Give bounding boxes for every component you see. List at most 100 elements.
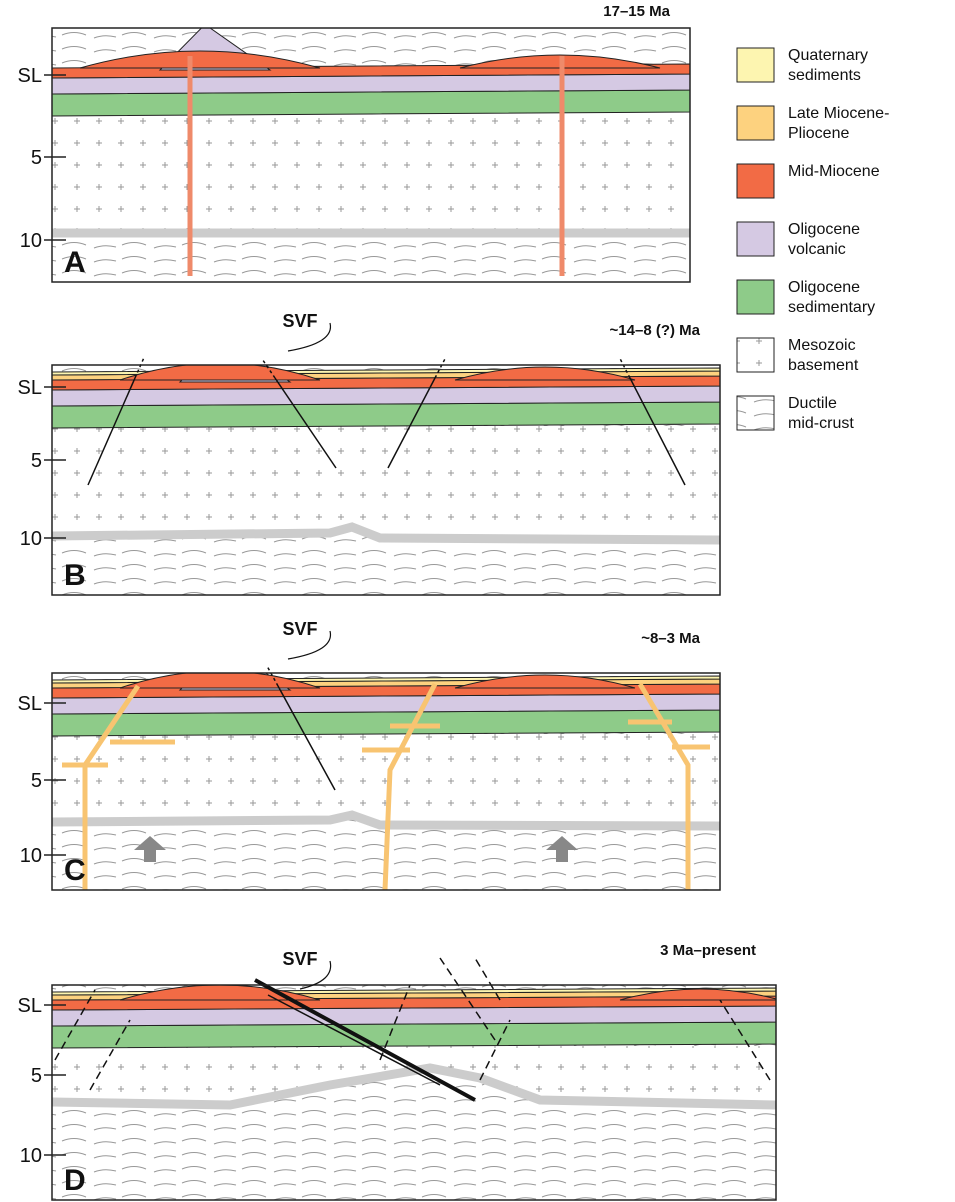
legend-line: Quaternary <box>788 47 868 64</box>
legend-line: Oligocene <box>788 221 860 238</box>
fault-pointer <box>287 630 332 660</box>
panel: B ~14–8 (?) Ma SL 5 10 SVF <box>18 311 721 596</box>
depth-label: 10 <box>20 1145 42 1167</box>
basement <box>52 734 720 826</box>
panel-label: A <box>64 246 86 279</box>
depth-label: 5 <box>31 147 42 169</box>
fault <box>89 1019 131 1091</box>
depth-label: SL <box>18 995 42 1017</box>
legend-line: mid-crust <box>788 415 854 432</box>
legend-label: Late Miocene- Pliocene <box>788 105 889 142</box>
legend-line: Mid-Miocene <box>788 163 880 180</box>
fault-extension <box>134 357 145 379</box>
panel-label: C <box>64 854 86 887</box>
fault-extension <box>434 358 446 379</box>
depth-label: 10 <box>20 845 42 867</box>
fault <box>277 685 336 791</box>
legend-swatch <box>736 163 775 199</box>
dike <box>637 682 691 890</box>
panel-frame <box>51 27 691 283</box>
basement <box>52 114 690 233</box>
panel-frame <box>51 672 721 891</box>
basement <box>52 1046 776 1105</box>
brittle-ductile-transition <box>52 1063 776 1110</box>
brittle-ductile-transition <box>52 522 720 545</box>
fault-extension <box>619 358 631 379</box>
mid-miocene-bump <box>454 674 636 689</box>
legend-line: Pliocene <box>788 125 849 142</box>
panel-label: B <box>64 559 86 592</box>
legend-label: Oligocene volcanic <box>788 221 860 258</box>
legend-label: Ductile mid-crust <box>788 395 854 432</box>
fault-label: SVF <box>282 619 317 639</box>
svf-fault-splay <box>267 994 441 1086</box>
oligocene-sedimentary <box>52 709 720 737</box>
fault-extension <box>266 666 279 687</box>
depth-label: SL <box>18 693 42 715</box>
mid-miocene-bump <box>119 365 321 381</box>
legend-swatch <box>736 47 775 83</box>
fault <box>474 957 501 1001</box>
age-label: 17–15 Ma <box>603 3 670 20</box>
dike <box>382 682 438 890</box>
depth-label: 10 <box>20 230 42 252</box>
legend-swatch <box>736 279 775 315</box>
panel-body <box>52 28 690 282</box>
fault-label: SVF <box>282 949 317 969</box>
depth-label: 5 <box>31 450 42 472</box>
legend-label: Mid-Miocene <box>788 163 880 180</box>
fault <box>274 377 337 469</box>
panel: D 3 Ma–present SL 5 10 SVF <box>18 942 777 1201</box>
legend-swatch <box>736 337 775 373</box>
fault <box>439 957 496 1041</box>
depth-label: SL <box>18 65 42 87</box>
panel-body <box>52 365 720 595</box>
legend-swatch <box>736 105 775 141</box>
brittle-ductile-transition <box>52 810 720 831</box>
fault <box>387 377 436 469</box>
mid-miocene-bump <box>119 673 321 689</box>
fault-pointer <box>287 322 332 352</box>
panel-body <box>52 985 776 1200</box>
age-label: ~8–3 Ma <box>641 630 700 647</box>
fault-label: SVF <box>282 311 317 331</box>
fault <box>479 1019 511 1081</box>
panel-label: D <box>64 1164 86 1197</box>
depth-label: SL <box>18 377 42 399</box>
fault <box>379 984 411 1061</box>
uplift-arrow <box>546 836 578 862</box>
uplift-arrow <box>134 836 166 862</box>
fault-extension <box>262 359 276 379</box>
legend-line: Mesozoic <box>788 337 856 354</box>
legend-label: Quaternary sediments <box>788 47 868 84</box>
fault <box>87 377 136 486</box>
fault <box>719 999 771 1081</box>
panel: A 17–15 Ma SL 5 10 <box>18 3 691 283</box>
depth-label: 5 <box>31 770 42 792</box>
panel: C ~8–3 Ma SL 5 10 SVF <box>18 619 721 891</box>
age-label: 3 Ma–present <box>660 942 756 959</box>
svf-fault <box>254 978 476 1102</box>
legend-line: Oligocene <box>788 279 860 296</box>
legend-line: volcanic <box>788 241 846 258</box>
legend-line: basement <box>788 357 859 374</box>
panel-frame <box>51 364 721 596</box>
mid-miocene-bump <box>454 366 636 381</box>
legend-line: Ductile <box>788 395 837 412</box>
depth-label: 10 <box>20 528 42 550</box>
panel-frame <box>51 984 777 1201</box>
legend-line: sedimentary <box>788 299 875 316</box>
panel-body <box>52 673 720 890</box>
legend-label: Oligocene sedimentary <box>788 279 875 316</box>
age-label: ~14–8 (?) Ma <box>610 322 701 339</box>
legend-label: Mesozoic basement <box>788 337 859 374</box>
fault <box>54 989 96 1061</box>
mid-miocene-bump <box>79 50 321 69</box>
legend-swatch <box>736 395 775 431</box>
mid-miocene-bump <box>619 988 776 1001</box>
legend-line: Late Miocene- <box>788 105 889 122</box>
basement <box>52 426 720 540</box>
legend-swatch <box>736 221 775 257</box>
depth-label: 5 <box>31 1065 42 1087</box>
